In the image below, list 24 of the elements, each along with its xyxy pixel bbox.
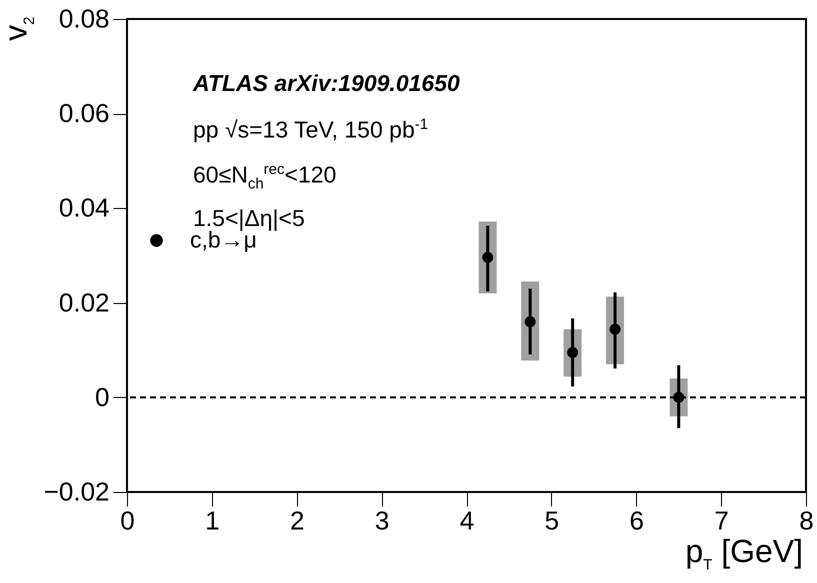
x-tick-label: 3 (374, 506, 390, 536)
x-tick-label: 7 (714, 506, 729, 536)
annotation: 60≤N$_{ch}$$^{rec}$<120 (193, 161, 336, 192)
y-tick-label: 0.08 (58, 4, 110, 34)
point (567, 347, 578, 358)
annotation: 1.5<|Δη|<5 (193, 205, 305, 231)
x-tick-label: 1 (205, 506, 220, 536)
x-tick-label: 4 (460, 506, 474, 536)
x-tick-label: 6 (630, 506, 644, 536)
annotation: ATLAS arXiv:1909.01650 (193, 70, 460, 96)
point (482, 252, 494, 263)
point (524, 316, 536, 328)
y-tick-label: 0 (95, 382, 110, 412)
x-tick-label: 0 (120, 506, 135, 536)
x-tick-label: 5 (544, 506, 560, 536)
y-tick-label: 0.06 (58, 98, 110, 128)
x-axis-title: p$_{T}$ [GeV] (685, 533, 803, 574)
x-tick-label: 2 (290, 506, 304, 536)
y-tick-label: 0.04 (58, 192, 110, 223)
x-tick-label: 8 (799, 506, 814, 536)
annotation: pp √s=13 TeV, 150 pb$^{-1}$ (193, 116, 428, 143)
y-tick-label: 0.02 (58, 287, 110, 318)
point (610, 324, 621, 335)
y-tick-label: −0.02 (44, 476, 110, 506)
